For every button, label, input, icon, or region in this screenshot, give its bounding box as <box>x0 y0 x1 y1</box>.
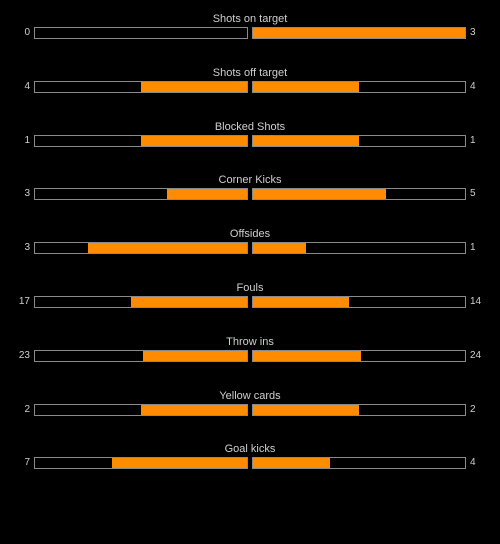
home-bar <box>34 296 248 308</box>
stat-label: Yellow cards <box>219 390 281 402</box>
away-value: 3 <box>470 27 476 38</box>
away-bar-fill <box>253 297 349 307</box>
home-value: 1 <box>24 135 30 146</box>
stat-row-blocked-shots: Blocked Shots 1 1 <box>0 121 500 161</box>
away-value: 24 <box>470 350 482 361</box>
stat-row-fouls: Fouls 17 14 <box>0 282 500 322</box>
home-bar-fill <box>112 458 247 468</box>
stat-row-throw-ins: Throw ins 23 24 <box>0 336 500 376</box>
home-value: 2 <box>24 404 30 415</box>
away-bar <box>252 242 466 254</box>
home-bar-fill <box>141 136 247 146</box>
home-bar-fill <box>88 243 247 253</box>
home-value: 3 <box>24 188 30 199</box>
stat-row-yellow-cards: Yellow cards 2 2 <box>0 390 500 430</box>
away-bar-fill <box>253 243 306 253</box>
stat-row-shots-off-target: Shots off target 4 4 <box>0 67 500 107</box>
stat-label: Goal kicks <box>224 443 276 455</box>
stat-label: Blocked Shots <box>214 121 286 133</box>
stat-row-corner-kicks: Corner Kicks 3 5 <box>0 174 500 214</box>
home-value: 4 <box>24 81 30 92</box>
away-bar <box>252 27 466 39</box>
stat-label: Corner Kicks <box>218 174 282 186</box>
stat-label: Throw ins <box>226 336 274 348</box>
home-value: 0 <box>24 27 30 38</box>
home-bar <box>34 242 248 254</box>
away-bar <box>252 350 466 362</box>
home-bar <box>34 135 248 147</box>
away-value: 4 <box>470 81 476 92</box>
home-value: 17 <box>18 296 30 307</box>
away-value: 1 <box>470 242 476 253</box>
away-bar-fill <box>253 82 359 92</box>
home-bar <box>34 81 248 93</box>
stat-label: Offsides <box>229 228 271 240</box>
stat-label: Shots on target <box>212 13 288 25</box>
away-bar-fill <box>253 189 386 199</box>
away-bar <box>252 404 466 416</box>
away-bar-fill <box>253 458 330 468</box>
stat-row-shots-on-target: Shots on target 0 3 <box>0 13 500 53</box>
home-value: 3 <box>24 242 30 253</box>
stat-label: Shots off target <box>212 67 288 79</box>
home-bar-fill <box>141 405 247 415</box>
home-bar <box>34 27 248 39</box>
home-bar-fill <box>143 351 247 361</box>
home-bar <box>34 188 248 200</box>
home-bar-fill <box>131 297 247 307</box>
away-value: 4 <box>470 457 476 468</box>
home-bar <box>34 457 248 469</box>
away-bar <box>252 296 466 308</box>
stat-row-goal-kicks: Goal kicks 7 4 <box>0 443 500 483</box>
away-bar <box>252 135 466 147</box>
home-value: 7 <box>24 457 30 468</box>
away-bar <box>252 81 466 93</box>
away-bar-fill <box>253 405 359 415</box>
away-bar <box>252 457 466 469</box>
home-bar-fill <box>141 82 247 92</box>
away-value: 5 <box>470 188 476 199</box>
home-value: 23 <box>18 350 30 361</box>
away-bar-fill <box>253 28 465 38</box>
away-value: 1 <box>470 135 476 146</box>
away-bar-fill <box>253 136 359 146</box>
stat-label: Fouls <box>236 282 264 294</box>
home-bar <box>34 350 248 362</box>
away-bar <box>252 188 466 200</box>
away-bar-fill <box>253 351 361 361</box>
away-value: 14 <box>470 296 482 307</box>
home-bar-fill <box>167 189 247 199</box>
home-bar <box>34 404 248 416</box>
away-value: 2 <box>470 404 476 415</box>
stat-row-offsides: Offsides 3 1 <box>0 228 500 268</box>
